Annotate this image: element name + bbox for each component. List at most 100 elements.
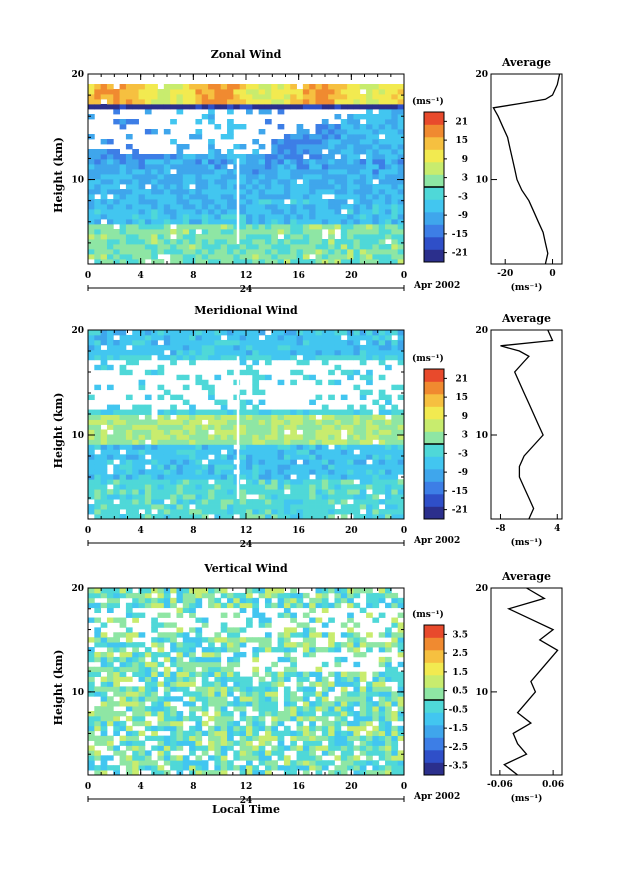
heatmap-cell (113, 239, 120, 245)
heatmap-cell (353, 254, 361, 260)
heatmap-cell (182, 179, 190, 185)
heatmap-cell (163, 409, 171, 415)
profile-x-tick-label: 0.06 (542, 780, 564, 790)
heatmap-cell (271, 479, 278, 485)
heatmap-cell (100, 444, 108, 450)
heatmap-cell (239, 469, 247, 475)
heatmap-cell (182, 484, 190, 490)
heatmap-cell (334, 424, 342, 430)
heatmap-cell (366, 444, 373, 450)
heatmap-cell (271, 249, 278, 255)
heatmap-cell (138, 354, 146, 361)
heatmap-cell (157, 474, 165, 480)
heatmap-cell (328, 409, 335, 415)
heatmap-cell (302, 622, 310, 628)
heatmap-cell (252, 651, 260, 658)
heatmap-cell (195, 224, 203, 230)
heatmap-cell (283, 414, 291, 420)
heatmap-cell (163, 676, 171, 682)
heatmap-cell (170, 344, 177, 351)
heatmap-cell (290, 464, 297, 470)
heatmap-cell (201, 504, 209, 510)
heatmap-cell (252, 745, 260, 751)
heatmap-cell (347, 99, 354, 105)
heatmap-cell (182, 651, 190, 658)
heatmap-cell (227, 124, 234, 130)
heatmap-cell (189, 169, 196, 175)
heatmap-cell (132, 514, 139, 520)
heatmap-cell (271, 720, 278, 727)
heatmap-cell (138, 339, 146, 346)
heatmap-cell (157, 204, 165, 210)
heatmap-cell (366, 339, 373, 346)
heatmap-cell (283, 454, 291, 460)
heatmap-cell (347, 174, 354, 180)
heatmap-cell (132, 656, 139, 663)
heatmap-cell (113, 671, 120, 677)
heatmap-cell (208, 204, 215, 210)
heatmap-cell (88, 489, 95, 495)
heatmap-cell (309, 219, 316, 225)
heatmap-cell (94, 184, 102, 190)
heatmap-cell (119, 514, 127, 520)
heatmap-cell (246, 701, 253, 707)
heatmap-cell (113, 509, 120, 515)
heatmap-cell (353, 499, 361, 505)
heatmap-cell (100, 239, 108, 245)
heatmap-cell (157, 189, 165, 195)
heatmap-cell (157, 439, 165, 445)
heatmap-cell (372, 254, 380, 260)
heatmap-cell (119, 720, 127, 727)
heatmap-cell (106, 735, 114, 741)
heatmap-cell (119, 504, 127, 510)
heatmap-cell (252, 474, 260, 480)
heatmap-cell (138, 199, 146, 205)
heatmap-cell (258, 484, 266, 490)
heatmap-cell (239, 770, 247, 776)
heatmap-cell (397, 444, 405, 450)
heatmap-cell (233, 439, 241, 445)
heatmap-cell (296, 129, 304, 135)
heatmap-cell (302, 740, 310, 746)
heatmap-cell (271, 434, 278, 440)
heatmap-cell (290, 184, 297, 190)
heatmap-cell (252, 730, 260, 737)
heatmap-cell (359, 676, 367, 682)
heatmap-cell (94, 720, 102, 727)
heatmap-cell (296, 414, 304, 420)
heatmap-cell (163, 484, 171, 490)
heatmap-cell (233, 394, 241, 401)
heatmap-cell (144, 499, 152, 505)
heatmap-cell (252, 374, 260, 381)
heatmap-cell (239, 239, 247, 245)
heatmap-cell (239, 711, 247, 717)
heatmap-cell (353, 344, 361, 351)
heatmap-cell (119, 444, 127, 450)
heatmap-cell (271, 730, 278, 737)
heatmap-cell (227, 330, 234, 336)
date-label: Apr 2002 (413, 281, 460, 291)
heatmap-cell (157, 394, 165, 401)
heatmap-cell (353, 725, 361, 732)
heatmap-cell (340, 479, 348, 485)
heatmap-cell (100, 504, 108, 510)
heatmap-cell (170, 119, 177, 125)
heatmap-cell (340, 164, 348, 170)
heatmap-cell (132, 429, 139, 435)
heatmap-cell (227, 504, 234, 510)
heatmap-cell (163, 622, 171, 628)
heatmap-cell (208, 474, 215, 480)
heatmap-cell (397, 184, 405, 190)
heatmap-cell (277, 602, 285, 609)
heatmap-cell (220, 204, 228, 210)
heatmap-cell (271, 169, 278, 175)
heatmap-cell (132, 647, 139, 653)
heatmap-cell (277, 254, 285, 260)
heatmap-cell (391, 701, 399, 707)
heatmap-cell (246, 429, 253, 435)
heatmap-cell (315, 349, 323, 356)
heatmap-cell (385, 489, 392, 495)
heatmap-cell (144, 330, 152, 336)
heatmap-cell (321, 129, 329, 135)
heatmap-cell (315, 434, 323, 440)
